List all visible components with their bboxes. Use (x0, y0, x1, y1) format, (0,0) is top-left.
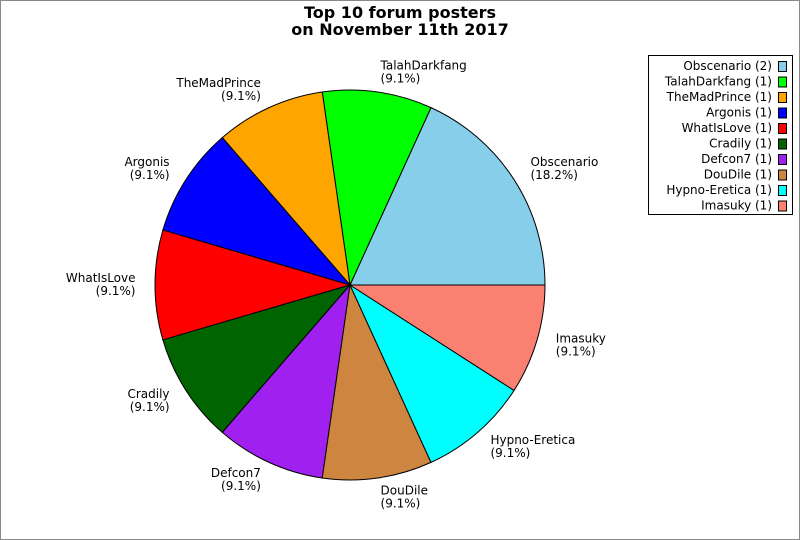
slice-label: Imasuky (556, 331, 606, 345)
legend-swatch (778, 107, 787, 119)
slice-label: DouDile (381, 483, 428, 497)
slice-label: TalahDarkfang (380, 59, 467, 73)
pie-slice (349, 106, 546, 286)
legend-swatch (778, 185, 787, 196)
legend-label: Hypno-Eretica (1) (666, 183, 772, 197)
legend-swatch (778, 61, 787, 72)
legend-label: Defcon7 (1) (701, 152, 772, 166)
pie-slice (162, 136, 352, 286)
legend-label: WhatIsLove (1) (682, 121, 772, 135)
pie-slice (221, 91, 351, 287)
legend-swatch (778, 138, 787, 150)
legend-label: Cradily (1) (709, 137, 772, 151)
legend-label: TalahDarkfang (1) (664, 75, 772, 89)
slice-value-label: (9.1%) (130, 400, 170, 414)
legend-swatch (778, 200, 787, 212)
legend-swatch (778, 92, 787, 103)
legend-label: Argonis (1) (706, 106, 772, 120)
legend-box (648, 55, 793, 215)
slice-value-label: (9.1%) (96, 284, 136, 298)
slice-label: Argonis (124, 155, 169, 169)
pie-slice (321, 283, 432, 481)
slice-value-label: (18.2%) (530, 168, 577, 182)
legend-swatch (778, 76, 787, 88)
slice-label: Hypno-Eretica (490, 433, 575, 447)
slice-value-label: (9.1%) (381, 72, 421, 86)
legend-label: TheMadPrince (1) (666, 90, 772, 104)
slice-label: TheMadPrince (175, 76, 261, 90)
slice-value-label: (9.1%) (490, 446, 530, 460)
slice-value-label: (9.1%) (130, 168, 170, 182)
legend-swatch (778, 154, 787, 165)
slice-label: WhatIsLove (66, 271, 136, 285)
slice-label: Cradily (127, 387, 169, 401)
chart-title: on November 11th 2017 (291, 20, 508, 39)
legend-label: Obscenario (2) (683, 59, 772, 73)
slice-value-label: (9.1%) (221, 479, 261, 493)
pie-slice (154, 229, 352, 341)
pie-slice (348, 284, 546, 392)
legend-label: DouDile (1) (704, 168, 772, 182)
slice-value-label: (9.1%) (221, 89, 261, 103)
legend-label: Imasuky (1) (701, 199, 772, 213)
legend-swatch (778, 123, 787, 134)
slice-value-label: (9.1%) (556, 344, 596, 358)
chart-title: Top 10 forum posters (304, 3, 496, 22)
pie-slice (321, 89, 432, 287)
pie-slice (348, 283, 515, 464)
pie-slice (221, 283, 351, 479)
slice-value-label: (9.1%) (381, 496, 421, 510)
slice-label: Defcon7 (211, 466, 261, 480)
slice-label: Obscenario (530, 155, 598, 169)
legend-swatch (778, 169, 787, 181)
pie-slice (162, 284, 352, 434)
